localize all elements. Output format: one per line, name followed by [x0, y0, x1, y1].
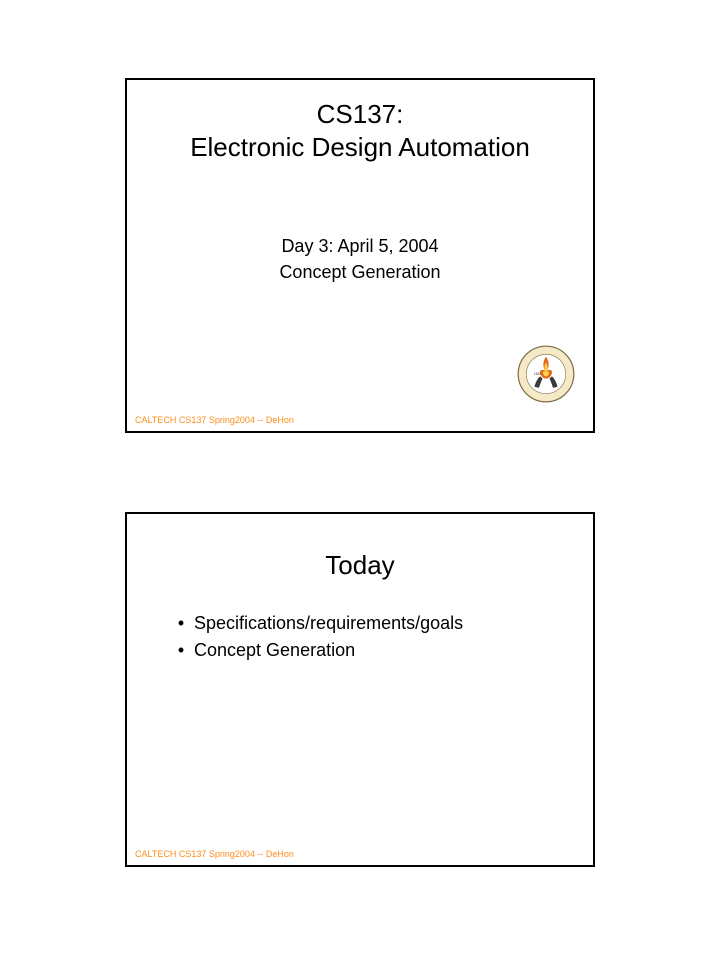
slide1-title-line2: Electronic Design Automation — [127, 131, 593, 164]
list-item: Concept Generation — [172, 637, 593, 665]
slide2-footer: CALTECH CS137 Spring2004 -- DeHon — [135, 849, 294, 859]
slide1-subtitle-line1: Day 3: April 5, 2004 — [127, 233, 593, 259]
slide1-subtitle-line2: Concept Generation — [127, 259, 593, 285]
slide-1: CS137: Electronic Design Automation Day … — [125, 78, 595, 433]
slide1-title-line1: CS137: — [127, 98, 593, 131]
slide2-bullets: Specifications/requirements/goals Concep… — [172, 610, 593, 666]
svg-text:1891: 1891 — [534, 372, 542, 376]
slide2-title: Today — [127, 549, 593, 582]
slide1-subtitle-block: Day 3: April 5, 2004 Concept Generation — [127, 233, 593, 285]
slide2-title-block: Today — [127, 549, 593, 582]
caltech-seal-icon: 1891 — [517, 345, 575, 403]
list-item: Specifications/requirements/goals — [172, 610, 593, 638]
slide1-footer: CALTECH CS137 Spring2004 -- DeHon — [135, 415, 294, 425]
slide1-title-block: CS137: Electronic Design Automation — [127, 98, 593, 163]
slide-2: Today Specifications/requirements/goals … — [125, 512, 595, 867]
